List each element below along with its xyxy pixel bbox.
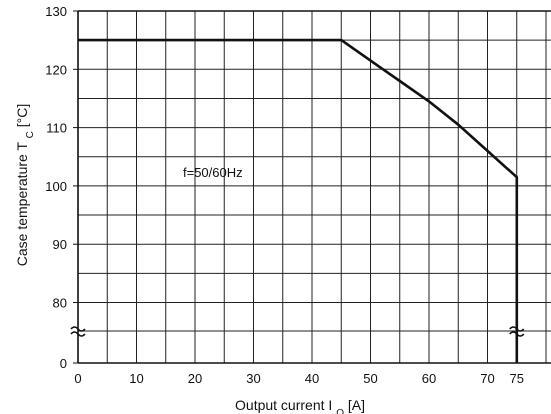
y-tick-label: 90 [53,237,67,252]
x-axis-title-sub: O [336,408,344,414]
curve [78,38,519,363]
x-tick-labels: 0 10 20 30 40 50 60 70 75 [74,371,524,386]
x-axis-title: Output current I O [A] [235,397,365,414]
y-tick-label: 110 [46,121,67,136]
x-tick-label: 50 [363,371,377,386]
x-tick-label: 10 [129,371,143,386]
x-axis-title-main: Output current I [235,397,332,413]
frequency-annotation: f=50/60Hz [183,165,243,180]
y-tick-label: 120 [45,62,67,77]
x-tick-label: 60 [422,371,436,386]
x-tick-label: 70 [480,371,494,386]
x-tick-label: 30 [246,371,260,386]
y-tick-label: 130 [45,4,67,19]
x-tick-label: 0 [74,371,81,386]
grid [78,11,551,363]
y-tick-label: 100 [45,179,67,194]
y-tick-label: 0 [60,356,67,371]
y-axis-break-mark [70,326,86,337]
x-axis-title-unit: [A] [348,397,365,413]
derating-curve [78,38,519,363]
y-tick-label: 80 [53,296,67,311]
plot-frame [73,10,551,364]
y-axis-title-sub: C [25,131,36,138]
x-tick-label: 20 [188,371,202,386]
x-tick-label: 40 [305,371,319,386]
y-axis-title-main: Case temperature T [14,142,30,267]
x-tick-label: 75 [510,371,524,386]
y-axis-title-unit: [°C] [14,104,30,128]
y-axis-title: Case temperature T C [°C] [14,104,36,267]
y-tick-labels: 0 80 90 100 110 120 130 [45,4,67,371]
